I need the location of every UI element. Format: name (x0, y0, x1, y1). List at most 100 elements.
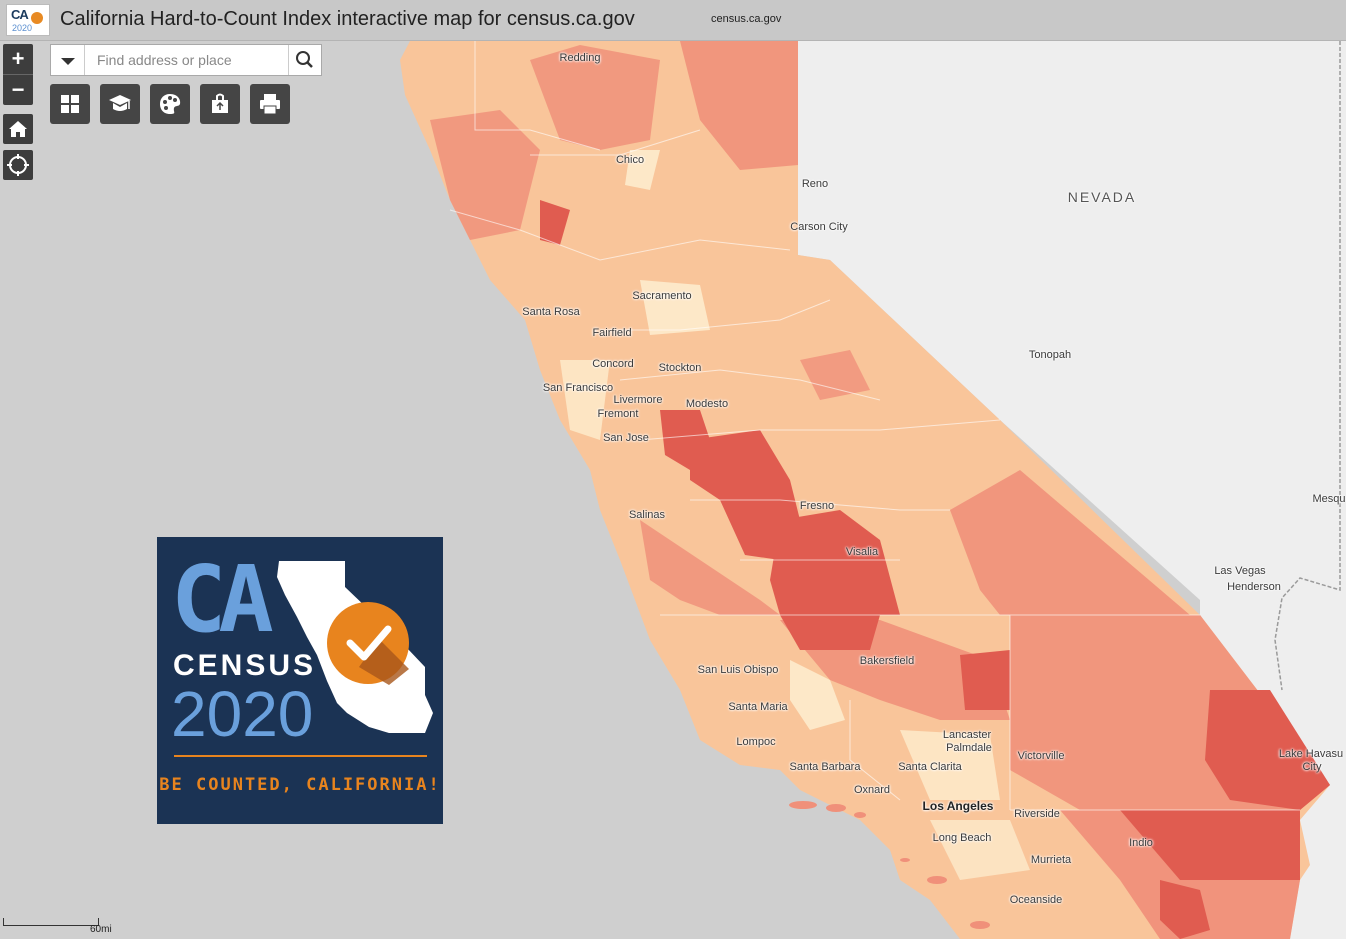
htc-region-high (960, 650, 1010, 710)
city-label-lake-havasu: Lake Havasu (1278, 748, 1344, 760)
htc-region-low (640, 280, 710, 335)
htc-region-low (560, 360, 610, 440)
htc-region-low (930, 820, 1030, 880)
legend-icon (109, 95, 131, 111)
state-label-nevada: NEVADA (1067, 189, 1137, 205)
checkmark-icon (346, 625, 392, 661)
htc-region-low (900, 730, 1000, 800)
city-label-reno: Reno (801, 178, 829, 190)
badge-census-text: CENSUS (173, 649, 317, 682)
city-label-oxnard: Oxnard (853, 784, 891, 796)
city-label-santa-barbara: Santa Barbara (789, 761, 861, 773)
scale-bar-label: 60mi (90, 924, 112, 935)
htc-region-high (660, 410, 710, 470)
search-input[interactable] (85, 45, 287, 75)
share-button[interactable] (200, 84, 240, 124)
home-button[interactable] (3, 114, 33, 144)
htc-region-high (690, 430, 800, 560)
city-label-fairfield: Fairfield (592, 327, 632, 339)
zoom-control: + − (3, 44, 33, 105)
city-label-carson-city: Carson City (790, 221, 848, 233)
print-button[interactable] (250, 84, 290, 124)
zoom-in-button[interactable]: + (11, 46, 25, 71)
city-label-modesto: Modesto (685, 398, 729, 410)
search-icon (296, 51, 313, 68)
zoom-out-button[interactable]: − (3, 74, 33, 105)
city-label-fresno: Fresno (799, 500, 835, 512)
city-label-chico: Chico (615, 154, 645, 166)
layer-list-icon (160, 94, 181, 114)
city-label-bakersfield: Bakersfield (859, 655, 915, 667)
htc-region-high (1205, 690, 1330, 810)
city-label-santa-clarita: Santa Clarita (898, 761, 962, 773)
city-label-riverside: Riverside (1014, 808, 1060, 820)
city-label-santa-maria: Santa Maria (728, 701, 788, 713)
htc-region-high (1120, 810, 1300, 880)
city-label-henderson: Henderson (1227, 581, 1281, 593)
share-icon (212, 93, 228, 113)
logo-year-text: 2020 (12, 23, 33, 33)
city-label-palmdale: Palmdale (946, 742, 992, 754)
badge-ca-text: CA (171, 546, 274, 653)
locate-button[interactable] (3, 150, 33, 180)
htc-region-high (780, 615, 880, 650)
city-label-mesquite: Mesqu (1312, 493, 1346, 505)
channel-islands (789, 801, 990, 929)
city-label-las-vegas: Las Vegas (1214, 565, 1266, 577)
city-label-stockton: Stockton (658, 362, 702, 374)
htc-region-low (790, 660, 845, 730)
state-border (1274, 41, 1341, 691)
county-boundaries (449, 41, 1300, 811)
legend-button[interactable] (100, 84, 140, 124)
city-label-sacramento: Sacramento (632, 290, 692, 302)
htc-region-mid (530, 45, 660, 150)
app-subtitle: census.ca.gov (711, 13, 782, 25)
basemap-gallery-button[interactable] (50, 84, 90, 124)
city-label-lake-havasu-city: City (1302, 761, 1322, 773)
locate-icon (7, 154, 29, 176)
badge-year-text: 2020 (171, 678, 314, 750)
badge-tagline: BE COUNTED, CALIFORNIA! (159, 775, 441, 795)
city-label-tonopah: Tonopah (1028, 349, 1072, 361)
htc-region-mid (950, 470, 1190, 615)
city-label-san-francisco: San Francisco (542, 382, 614, 394)
layer-list-button[interactable] (150, 84, 190, 124)
app-header: CA 2020 California Hard-to-Count Index i… (0, 0, 1346, 41)
htc-region-mid (800, 350, 870, 400)
city-label-livermore: Livermore (613, 394, 663, 406)
app-title: California Hard-to-Count Index interacti… (60, 8, 635, 30)
map-canvas[interactable] (0, 41, 1346, 939)
city-label-lancaster: Lancaster (942, 729, 992, 741)
scale-bar (3, 918, 99, 926)
badge-graphic (174, 561, 433, 757)
search-widget (50, 44, 322, 76)
city-label-oceanside: Oceanside (1009, 894, 1063, 906)
city-label-salinas: Salinas (628, 509, 666, 521)
htc-region-low (625, 150, 660, 190)
city-label-san-luis-obispo: San Luis Obispo (697, 664, 779, 676)
city-label-lompoc: Lompoc (736, 736, 776, 748)
city-label-long-beach: Long Beach (932, 832, 992, 844)
city-label-murrieta: Murrieta (1030, 854, 1072, 866)
basemap-gallery-icon (61, 95, 79, 113)
search-source-dropdown[interactable] (51, 45, 85, 75)
city-label-visalia: Visalia (845, 546, 879, 558)
logo-check-icon (31, 12, 43, 24)
city-label-san-jose: San Jose (603, 432, 649, 444)
htc-region-mid (680, 41, 798, 170)
city-label-redding: Redding (559, 52, 601, 64)
htc-region-high (770, 510, 900, 615)
city-label-indio: Indio (1129, 837, 1153, 849)
ca-census-logo: CA 2020 (6, 4, 50, 36)
htc-region-mid (640, 520, 780, 615)
city-label-fremont: Fremont (597, 408, 639, 420)
logo-ca-text: CA (11, 7, 29, 22)
city-label-los-angeles: Los Angeles (922, 799, 994, 813)
htc-region-mid (430, 110, 540, 240)
htc-region-high (1160, 880, 1210, 939)
print-icon (260, 94, 280, 115)
htc-region-high (540, 200, 570, 245)
ca-census-2020-badge: CA CENSUS 2020 BE COUNTED, CALIFORNIA! (157, 537, 443, 824)
search-button[interactable] (288, 45, 321, 75)
city-label-concord: Concord (592, 358, 634, 370)
